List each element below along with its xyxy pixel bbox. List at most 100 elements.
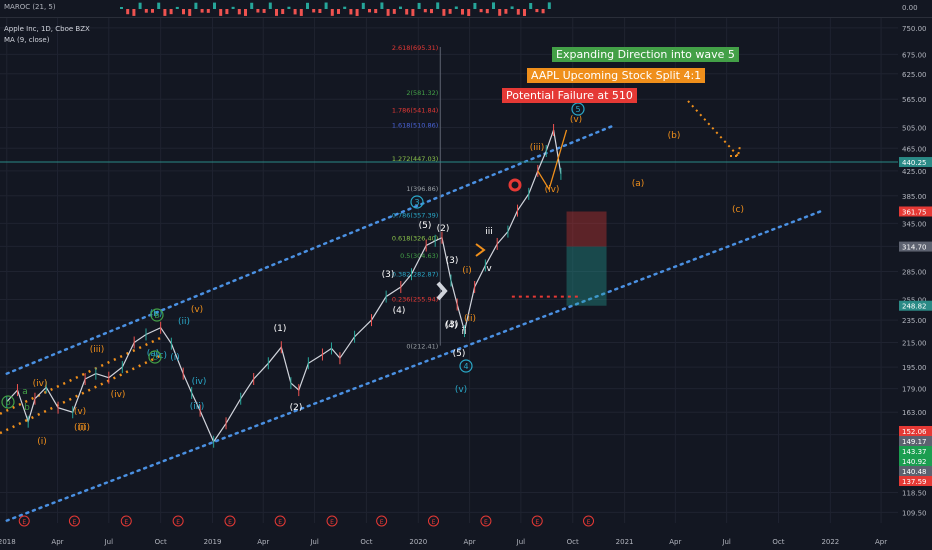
indicator-bar (473, 2, 477, 10)
price-axis-tick: 625.00 (902, 71, 927, 79)
wave-label: (3) (446, 256, 459, 266)
earnings-event-icon[interactable] (172, 515, 184, 527)
indicator-bar (516, 9, 520, 15)
indicator-bar (126, 9, 130, 15)
price-axis-tick: 235.00 (902, 317, 927, 325)
price-badge-label: 137.59 (902, 478, 927, 486)
indicator-bar (541, 9, 545, 14)
wave-label: (3) (446, 320, 459, 330)
earnings-event-label: E (484, 519, 488, 526)
indicator-bar (504, 9, 508, 14)
indicator-bar (423, 9, 427, 13)
wave-label: (ii) (74, 423, 86, 433)
price-axis-tick: 750.00 (902, 25, 927, 33)
earnings-event-icon[interactable] (376, 515, 388, 527)
price-badge-label: 248.82 (902, 303, 927, 311)
fib-level-label: 0.5(304.63) (400, 252, 438, 260)
earnings-event-icon[interactable] (326, 515, 338, 527)
wave-label: (iii) (90, 345, 105, 355)
earnings-event-icon[interactable] (274, 515, 286, 527)
price-axis-tick: 385.00 (902, 193, 927, 201)
wave-label: (4) (445, 321, 458, 331)
price-axis-tick: 195.00 (902, 364, 927, 372)
indicator-bar (411, 9, 415, 16)
earnings-event-label: E (330, 519, 334, 526)
indicator-bar (268, 2, 272, 9)
indicator-bar (169, 9, 173, 15)
earnings-event-label: E (228, 519, 232, 526)
time-axis-tick: Apr (51, 538, 63, 546)
indicator-bar (479, 9, 483, 13)
wave-label: (v) (74, 407, 86, 417)
indicator-bar (510, 6, 514, 9)
price-axis-tick: 675.00 (902, 51, 927, 59)
price-badge-label: 361.75 (902, 208, 927, 216)
time-axis-tick: Jul (309, 538, 319, 546)
indicator-bar (194, 2, 198, 9)
projected-path (537, 129, 568, 191)
fib-level-label: 0.236(255.94) (392, 296, 438, 304)
indicator-bar (219, 9, 223, 16)
wave-label: b (24, 403, 30, 413)
indicator-bar (535, 9, 539, 13)
earnings-event-label: E (176, 519, 180, 526)
indicator-bar (318, 9, 322, 13)
price-series-line (6, 129, 562, 443)
time-axis-tick: Oct (360, 538, 372, 546)
earnings-event-icon[interactable] (68, 515, 80, 527)
wave-label: (ii) (78, 423, 90, 433)
indicator-bar (337, 9, 340, 14)
time-axis-tick: Jul (516, 538, 526, 546)
earnings-event-icon[interactable] (120, 515, 132, 527)
price-badge (899, 206, 932, 217)
indicator-bar (188, 9, 192, 16)
indicator-bar (120, 7, 123, 9)
time-axis-tick: Apr (669, 538, 681, 546)
channel-lower (5, 210, 823, 522)
wave-label: (a) (632, 179, 645, 189)
wave-label: (5) (453, 349, 466, 359)
indicator-bar (454, 6, 458, 9)
wave-label: (i) (170, 353, 180, 363)
price-axis-tick: 255.00 (902, 297, 927, 305)
indicator-bar (529, 3, 533, 9)
indicator-bar (213, 2, 216, 9)
circled-wave-label: 3 (414, 198, 419, 207)
indicator-bar (448, 9, 452, 14)
indicator-bar (182, 9, 185, 15)
wave-label: (v) (455, 385, 467, 395)
circled-wave-marker (410, 195, 424, 209)
circled-wave-marker (459, 359, 473, 373)
indicator-bar (442, 9, 446, 16)
circled-wave-label: c (153, 353, 157, 362)
earnings-event-icon[interactable] (531, 515, 543, 527)
indicator-bar (244, 9, 247, 16)
earnings-event-icon[interactable] (427, 515, 439, 527)
wave-label: (ii) (464, 314, 476, 324)
price-axis-tick: 345.00 (902, 220, 927, 228)
price-badge (899, 300, 932, 311)
fib-level-label: 1(396.86) (406, 185, 438, 193)
wave-label: (1) (274, 324, 287, 334)
indicator-bar (262, 9, 266, 13)
earnings-event-icon[interactable] (18, 515, 30, 527)
circled-wave-marker (1, 395, 15, 409)
fib-level-label: 0.786(357.39) (392, 212, 438, 220)
earnings-event-icon[interactable] (480, 515, 492, 527)
circled-wave-marker (571, 102, 585, 116)
stop-zone (566, 211, 607, 247)
wave-label: (i) (37, 437, 47, 447)
wave-label: (4) (393, 306, 406, 316)
indicator-bar (132, 9, 136, 16)
earnings-event-icon[interactable] (224, 515, 236, 527)
price-axis-tick: 505.00 (902, 124, 927, 132)
chevron-right-icon (475, 243, 486, 257)
indicator-bar (386, 9, 390, 16)
time-axis-tick: Apr (257, 538, 269, 546)
price-badge-label: 149.17 (902, 438, 927, 446)
indicator-bar (467, 9, 471, 16)
earnings-event-icon[interactable] (583, 515, 595, 527)
wave-label: (iv) (33, 379, 48, 389)
